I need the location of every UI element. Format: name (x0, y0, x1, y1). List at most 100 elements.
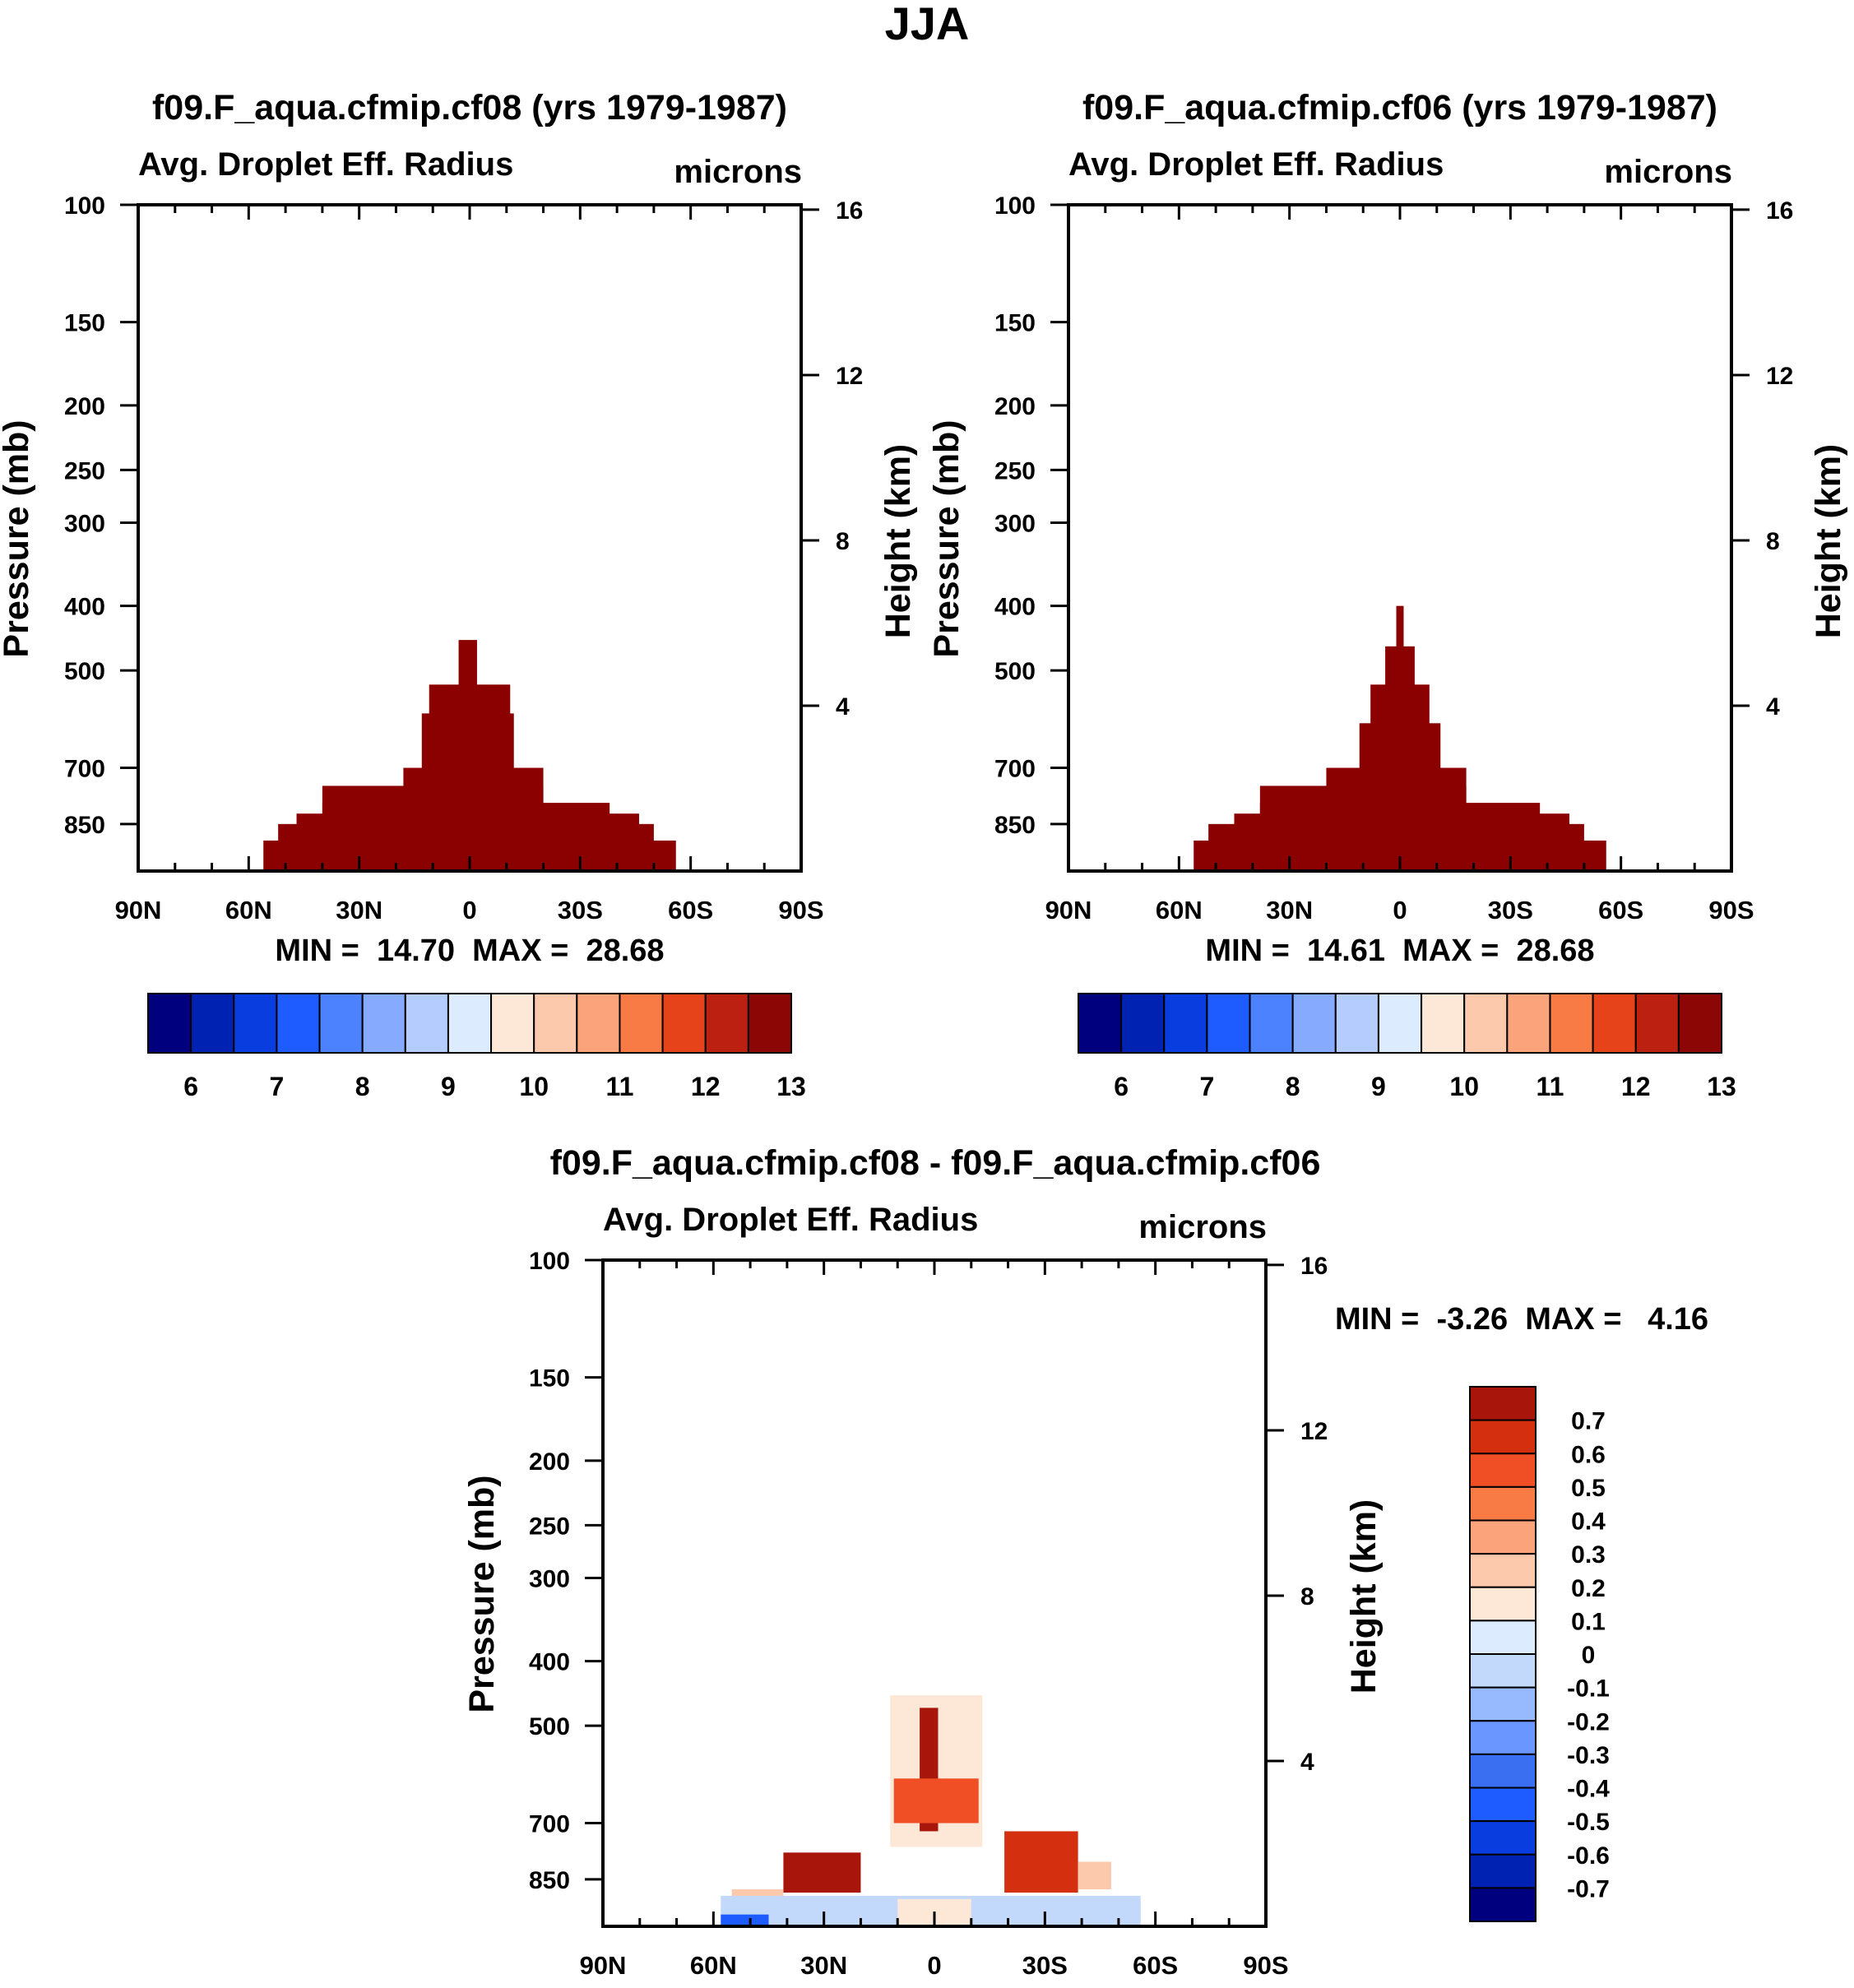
colorbar-label: 0 (1582, 1642, 1596, 1669)
colorbar-label: -0.2 (1567, 1708, 1610, 1735)
colorbar-label: 0.3 (1571, 1541, 1606, 1569)
x-tick-label: 30N (336, 896, 382, 924)
colorbar-label: 0.2 (1571, 1575, 1606, 1602)
colorbar-box (1469, 1887, 1537, 1922)
y2-tick-label: 16 (836, 197, 863, 225)
y-tick-label: 300 (529, 1565, 570, 1592)
contour-fill (263, 640, 676, 871)
y-tick-label: 500 (64, 658, 105, 685)
x-tick-label: 60S (1598, 896, 1643, 924)
y-tick-label: 400 (529, 1649, 570, 1676)
contour-region (1396, 605, 1404, 871)
colorbar-box (1249, 993, 1294, 1054)
colorbar-box (1469, 1453, 1537, 1488)
y-tick-label: 100 (994, 192, 1036, 220)
y-tick-label: 250 (64, 457, 105, 484)
colorbar: 0.7 0.6 0.5 0.4 0.3 0.2 0.1 0 -0.1 -0.2 -0.3 -0.4 -0… (1469, 1386, 1610, 1922)
units-label: microns (674, 154, 802, 190)
colorbar-label: 0.7 (1571, 1408, 1606, 1435)
tick-labels: 90N 60N 30N 0 30S 60S 90S 100 150 200 250 300 400 500… (994, 192, 1793, 924)
x-tick-label: 30N (800, 1951, 847, 1980)
colorbar-box (1469, 1820, 1537, 1856)
colorbar-label: -0.1 (1567, 1675, 1610, 1703)
colorbar-box (1206, 993, 1251, 1054)
y-tick-label: 850 (529, 1867, 570, 1894)
y-tick-label: 300 (994, 510, 1036, 537)
y2-tick-label: 8 (836, 528, 850, 555)
colorbar-label: 0.1 (1571, 1608, 1606, 1635)
tick-marks (585, 1258, 1284, 1926)
variable-label: Avg. Droplet Eff. Radius (1068, 146, 1444, 183)
colorbar-label: 12 (1621, 1072, 1651, 1101)
colorbar-box (533, 993, 578, 1054)
y2-tick-label: 12 (1300, 1418, 1328, 1445)
y2-tick-label: 4 (1766, 693, 1780, 721)
colorbar-label: 7 (270, 1072, 285, 1101)
colorbar-box (661, 993, 707, 1054)
y-tick-label: 700 (64, 756, 105, 783)
x-tick-label: 60S (1133, 1951, 1178, 1980)
x-tick-label: 30S (1022, 1951, 1068, 1980)
colorbar-box (404, 993, 449, 1054)
x-tick-label: 30N (1266, 896, 1313, 924)
y-tick-label: 100 (529, 1248, 570, 1275)
colorbar-label: 7 (1200, 1072, 1215, 1101)
panel-title: f09.F_aqua.cfmip.cf06 (yrs 1979-1987) (1082, 88, 1717, 127)
contour-patch (721, 1914, 769, 1926)
x-tick-label: 90S (1708, 896, 1754, 924)
y-tick-label: 700 (994, 756, 1036, 783)
panel-cf06: f09.F_aqua.cfmip.cf06 (yrs 1979-1987) Av… (927, 88, 1848, 1101)
colorbar-box (1469, 1720, 1537, 1755)
x-tick-label: 60N (225, 896, 272, 924)
colorbar-box (447, 993, 493, 1054)
contour-region (458, 640, 477, 871)
y-tick-label: 500 (994, 658, 1036, 685)
colorbar-label: -0.5 (1567, 1809, 1610, 1836)
colorbar-box (1469, 1620, 1537, 1655)
contour-patch (1004, 1831, 1078, 1893)
colorbar-box (704, 993, 749, 1054)
colorbar-box (361, 993, 406, 1054)
y2-tick-label: 4 (836, 693, 850, 721)
panel-cf08: f09.F_aqua.cfmip.cf08 (yrs 1979-1987) Av… (0, 88, 918, 1101)
x-tick-label: 0 (1393, 896, 1407, 924)
colorbar-label: -0.6 (1567, 1842, 1610, 1870)
y-tick-label: 200 (994, 393, 1036, 420)
y2-axis-label: Height (km) (1809, 444, 1848, 639)
x-tick-label: 60N (690, 1951, 737, 1980)
colorbar-label: 13 (776, 1072, 806, 1101)
y-tick-label: 850 (64, 812, 105, 839)
colorbar-label: 13 (1707, 1072, 1736, 1101)
contour-fill (1194, 605, 1606, 871)
colorbar-box (1078, 993, 1123, 1054)
y2-axis-label: Height (km) (878, 444, 918, 639)
x-tick-label: 60N (1156, 896, 1203, 924)
y2-tick-label: 8 (1300, 1583, 1314, 1610)
y2-tick-label: 4 (1300, 1749, 1314, 1776)
colorbar-box (1163, 993, 1208, 1054)
colorbar-box (1469, 1553, 1537, 1588)
colorbar-label: 0.6 (1571, 1441, 1606, 1468)
units-label: microns (1604, 154, 1732, 190)
colorbar-box (147, 993, 192, 1054)
colorbar-box (1677, 993, 1723, 1054)
colorbar: 6 7 8 9 10 11 12 13 (1078, 993, 1736, 1101)
colorbar-label: 11 (606, 1072, 634, 1101)
colorbar-box (1469, 1419, 1537, 1455)
colorbar-box (233, 993, 278, 1054)
colorbar-label: 6 (183, 1072, 198, 1101)
colorbar-label: 8 (355, 1072, 370, 1101)
y-tick-label: 250 (994, 457, 1036, 484)
colorbar-box (1506, 993, 1551, 1054)
colorbar-label: 9 (441, 1072, 456, 1101)
colorbar-box (1377, 993, 1423, 1054)
y2-tick-label: 16 (1300, 1253, 1328, 1280)
colorbar-box (619, 993, 664, 1054)
colorbar-box (576, 993, 621, 1054)
colorbar-box (1469, 1753, 1537, 1789)
x-tick-label: 90N (580, 1951, 627, 1980)
colorbar-box (1469, 1853, 1537, 1889)
colorbar-label: -0.3 (1567, 1742, 1610, 1769)
y-tick-label: 150 (529, 1365, 570, 1393)
